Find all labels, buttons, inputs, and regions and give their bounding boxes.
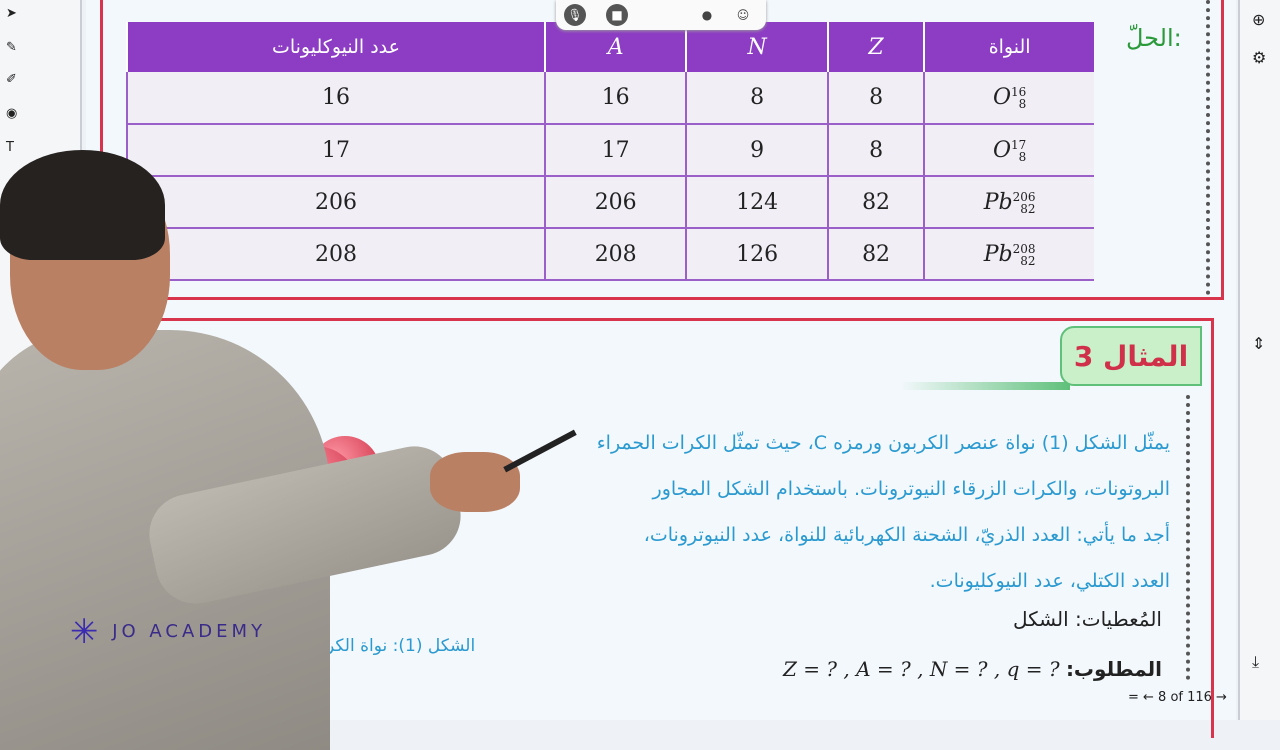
header-n: N bbox=[685, 22, 828, 72]
nucleus-cell: 206 82 Pb bbox=[923, 176, 1094, 229]
text-icon[interactable]: T bbox=[6, 140, 14, 155]
nucleus-cell: 17 8 O bbox=[923, 124, 1094, 177]
header-nucleus: النواة bbox=[923, 22, 1094, 72]
required-label: المطلوب: bbox=[1065, 657, 1162, 681]
example-line: يمثّل الشكل (1) نواة عنصر الكربون ورمزه … bbox=[596, 432, 1170, 454]
given: المُعطيات: الشكل bbox=[1012, 607, 1162, 631]
microphone-icon[interactable]: 🎙 bbox=[564, 4, 586, 26]
header-nucleons: عدد النيوكليونات bbox=[126, 22, 545, 72]
n-cell: 8 bbox=[685, 72, 828, 125]
emoji-icon[interactable]: ☺ bbox=[736, 8, 750, 22]
solution-frame bbox=[100, 0, 1224, 300]
cursor-icon[interactable]: ➤ bbox=[6, 6, 17, 21]
target-icon[interactable]: ◉ bbox=[6, 106, 18, 121]
n-cell: 126 bbox=[685, 228, 828, 281]
gear-icon[interactable]: ⚙ bbox=[1252, 48, 1267, 67]
scroll-icon[interactable]: ⇕ bbox=[1252, 334, 1266, 353]
record-icon[interactable]: ● bbox=[701, 8, 713, 22]
solution-label: الحلّ: bbox=[1126, 24, 1182, 52]
z-cell: 8 bbox=[826, 72, 925, 125]
dotted-border bbox=[1206, 0, 1210, 295]
table-row: 16 8 O 8 8 16 16 bbox=[126, 72, 1094, 125]
a-cell: 16 bbox=[543, 72, 687, 125]
recording-toolbar: 🎙 ■ ● ☺ bbox=[556, 0, 766, 30]
a-cell: 17 bbox=[543, 124, 687, 177]
nuclei-table: النواة Z N A عدد النيوكليونات 16 8 O 8 8 1… bbox=[126, 22, 1094, 281]
n-cell: 124 bbox=[685, 176, 828, 229]
zoom-in-icon[interactable]: ⊕ bbox=[1252, 10, 1266, 29]
nucleus-cell: 208 82 Pb bbox=[923, 228, 1094, 281]
example-text: يمثّل الشكل (1) نواة عنصر الكربون ورمزه … bbox=[440, 420, 1170, 604]
z-cell: 82 bbox=[826, 176, 925, 229]
table-row: 206 82 Pb 82 124 206 206 bbox=[126, 176, 1094, 229]
page-indicator[interactable]: = ← 8 of 116 → bbox=[1128, 690, 1227, 705]
dotted-border bbox=[1186, 395, 1190, 680]
a-cell: 206 bbox=[543, 176, 687, 229]
banner-line bbox=[900, 382, 1070, 390]
n-cell: 9 bbox=[685, 124, 828, 177]
example-line: أجد ما يأتي: العدد الذريّ، الشحنة الكهرب… bbox=[643, 524, 1170, 546]
example-line: البروتونات، والكرات الزرقاء النيوترونات.… bbox=[652, 478, 1170, 500]
z-cell: 82 bbox=[826, 228, 925, 281]
example-line: العدد الكتلي، عدد النيوكليونات. bbox=[929, 570, 1170, 592]
header-a: A bbox=[543, 22, 687, 72]
watermark-logo: ✳ JO ACADEMY bbox=[70, 612, 267, 652]
a-cell: 208 bbox=[543, 228, 687, 281]
nucleons-cell: 206 bbox=[126, 176, 545, 229]
header-z: Z bbox=[826, 22, 925, 72]
required-expression: Z = ? , A = ? , N = ? , q = ? bbox=[782, 657, 1060, 681]
nucleons-cell: 16 bbox=[126, 72, 545, 125]
nucleons-cell: 208 bbox=[126, 228, 545, 281]
right-toolbar: ⊕ ⚙ ⇕ ⤓ bbox=[1238, 0, 1280, 720]
nucleons-cell: 17 bbox=[126, 124, 545, 177]
marker-icon[interactable]: ✐ bbox=[6, 72, 17, 87]
download-icon[interactable]: ⤓ bbox=[1252, 652, 1260, 671]
required: المطلوب: Z = ? , A = ? , N = ? , q = ? bbox=[783, 657, 1162, 681]
nucleus-cell: 16 8 O bbox=[923, 72, 1094, 125]
pen-icon[interactable]: ✎ bbox=[6, 40, 17, 55]
table-row: 17 8 O 8 9 17 17 bbox=[126, 124, 1094, 177]
table-row: 208 82 Pb 82 126 208 208 bbox=[126, 228, 1094, 281]
camera-icon[interactable]: ■ bbox=[606, 4, 628, 26]
example-title: المثال 3 bbox=[1060, 326, 1202, 386]
z-cell: 8 bbox=[826, 124, 925, 177]
